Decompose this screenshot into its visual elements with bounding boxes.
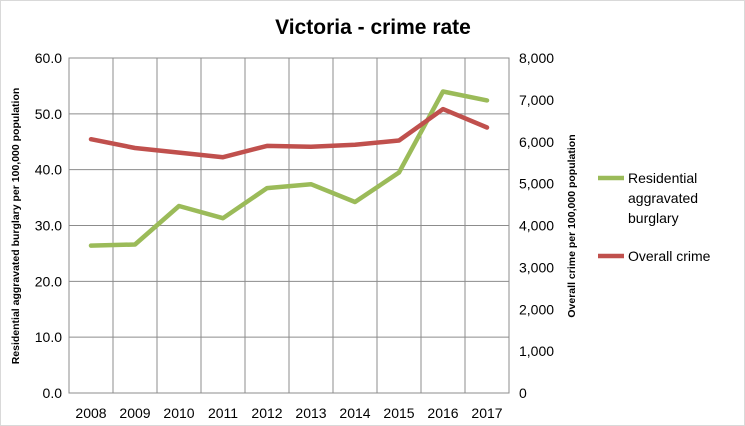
left-tick-label: 60.0 bbox=[35, 50, 62, 66]
legend: Residential aggravated burglary Overall cri… bbox=[598, 170, 711, 264]
right-tick-label: 6,000 bbox=[519, 134, 554, 150]
left-tick-label: 30.0 bbox=[35, 218, 62, 234]
right-tick-label: 8,000 bbox=[519, 50, 554, 66]
right-tick-label: 3,000 bbox=[519, 259, 554, 275]
right-tick-label: 7,000 bbox=[519, 92, 554, 108]
left-tick-label: 10.0 bbox=[35, 329, 62, 345]
series-line-1 bbox=[88, 89, 490, 248]
right-tick-label: 5,000 bbox=[519, 176, 554, 192]
x-axis-ticks: 2008 2009 2010 2011 2012 2013 2014 2015 2016 2017 bbox=[75, 405, 502, 421]
right-tick-label: 4,000 bbox=[519, 218, 554, 234]
right-tick-label: 1,000 bbox=[519, 343, 554, 359]
chart-title: Victoria - crime rate bbox=[275, 16, 471, 39]
x-tick-label: 2015 bbox=[383, 405, 414, 421]
x-tick-label: 2011 bbox=[208, 405, 238, 421]
x-tick-label: 2016 bbox=[427, 405, 458, 421]
x-tick-label: 2009 bbox=[119, 405, 150, 421]
right-tick-label: 2,000 bbox=[519, 301, 554, 317]
left-tick-label: 0.0 bbox=[43, 385, 63, 401]
series-lines bbox=[88, 89, 490, 248]
x-tick-label: 2013 bbox=[295, 405, 326, 421]
legend-label-1: Residential aggravated burglary bbox=[628, 170, 698, 226]
left-axis-ticks: 0.0 10.0 20.0 30.0 40.0 50.0 60.0 bbox=[35, 50, 62, 401]
right-axis-title: Overall crime per 100,000 population bbox=[566, 134, 578, 317]
left-axis-title: Residential aggravated burglary per 100,… bbox=[10, 88, 22, 365]
legend-label-2: Overall crime bbox=[628, 248, 711, 264]
gridlines bbox=[69, 57, 509, 394]
left-tick-label: 40.0 bbox=[35, 162, 62, 178]
x-tick-label: 2010 bbox=[163, 405, 194, 421]
series-line-2 bbox=[88, 106, 490, 160]
plot-area bbox=[68, 57, 510, 394]
x-tick-label: 2017 bbox=[471, 405, 502, 421]
left-tick-label: 20.0 bbox=[35, 273, 62, 289]
x-tick-label: 2014 bbox=[339, 405, 370, 421]
right-tick-label: 0 bbox=[519, 385, 527, 401]
x-tick-label: 2008 bbox=[75, 405, 106, 421]
left-tick-label: 50.0 bbox=[35, 106, 62, 122]
x-tick-label: 2012 bbox=[251, 405, 282, 421]
right-axis-ticks: 0 1,000 2,000 3,000 4,000 5,000 6,000 7,000 8,00… bbox=[519, 50, 554, 401]
